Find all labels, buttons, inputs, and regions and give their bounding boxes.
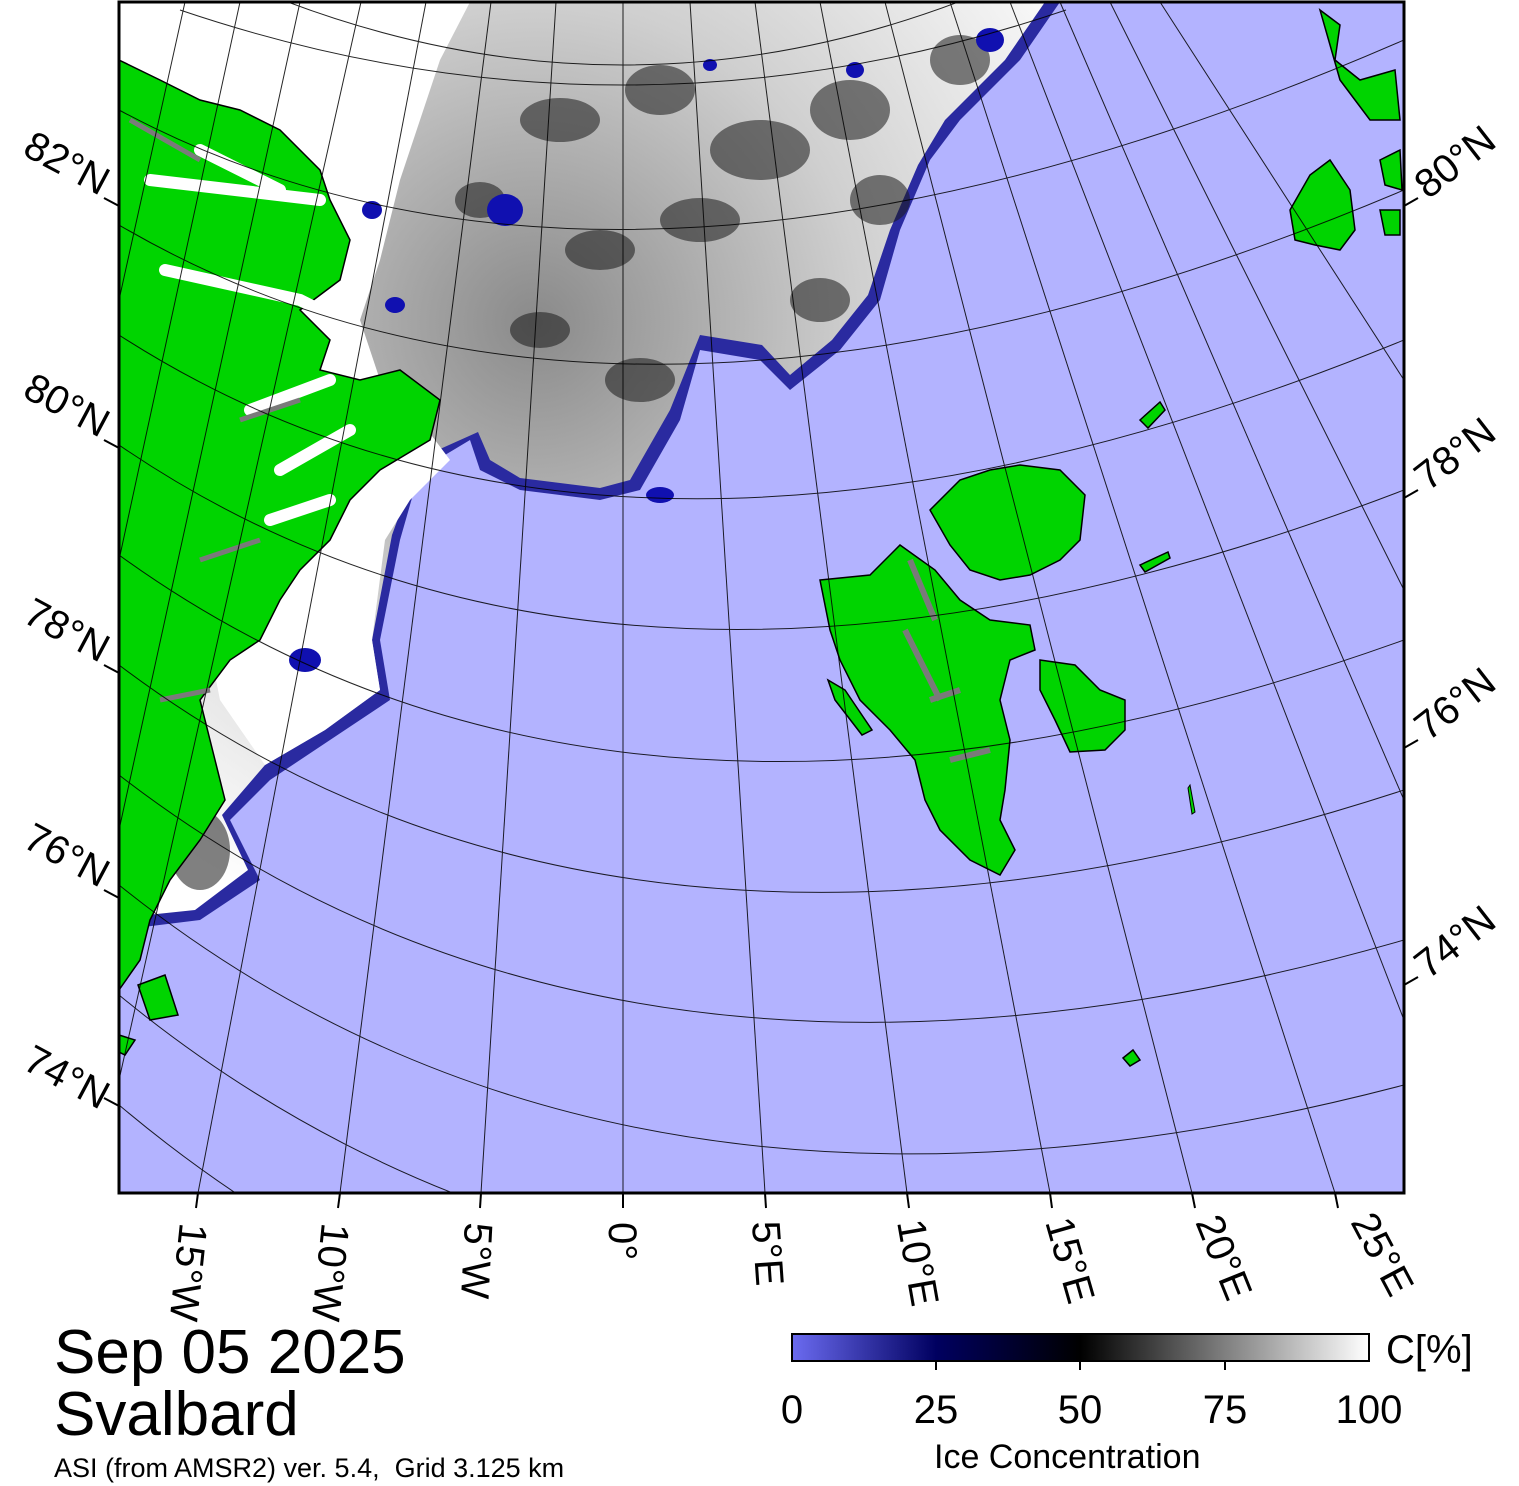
- map-frame: [117, 0, 1406, 1195]
- lon-label: 5°E: [743, 1220, 791, 1288]
- greenland-fjords: [144, 144, 356, 526]
- source-label: ASI (from AMSR2) ver. 5.4, Grid 3.125 km: [54, 1453, 565, 1483]
- tick-marks: [103, 197, 1419, 1209]
- lat-label-left: 82°N: [17, 123, 117, 204]
- colorbar-tick-label: 50: [1057, 1388, 1103, 1432]
- lon-label: 10°E: [888, 1216, 946, 1309]
- lat-label-left: 76°N: [17, 815, 117, 896]
- lat-label-right: 80°N: [1406, 117, 1504, 207]
- colorbar-tick-label: 100: [1335, 1388, 1403, 1432]
- date-label: Sep 05 2025: [54, 1318, 406, 1387]
- hopen: [1187, 783, 1196, 815]
- lon-label: 10°W: [303, 1221, 357, 1324]
- lat-label-left: 80°N: [17, 365, 117, 446]
- region-label: Svalbard: [54, 1380, 299, 1449]
- lon-label: 15°W: [161, 1221, 215, 1324]
- lon-label: 15°E: [1036, 1212, 1102, 1308]
- greenland-glaciers: [128, 117, 301, 703]
- colorbar-gradient: [791, 1333, 1370, 1362]
- colorbar-tick-label: 75: [1202, 1388, 1248, 1432]
- lon-label: 20°E: [1187, 1209, 1260, 1306]
- graticule: [119, 2, 1404, 1193]
- ice-texture: [160, 35, 990, 890]
- lat-labels-left: 82°N 80°N 78°N 76°N 74°N: [17, 123, 117, 1118]
- lat-label-right: 76°N: [1406, 659, 1504, 749]
- lat-label-left: 78°N: [17, 590, 117, 671]
- colorbar: [791, 1333, 1370, 1370]
- colorbar-title: Ice Concentration: [934, 1438, 1201, 1476]
- colorbar-unit: C[%]: [1386, 1328, 1473, 1372]
- lon-label: 5°W: [452, 1222, 500, 1300]
- bjornoya: [1121, 1048, 1142, 1067]
- lat-label-left: 74°N: [17, 1037, 117, 1118]
- lat-label-right: 74°N: [1406, 897, 1504, 987]
- lon-label: 0°: [600, 1222, 644, 1260]
- lon-labels: 15°W 10°W 5°W 0° 5°E 10°E 15°E 20°E 25°E: [161, 1206, 1422, 1324]
- kong-karls-land: [1138, 550, 1171, 573]
- lon-label: 25°E: [1342, 1206, 1422, 1304]
- colorbar-tick-label: 0: [780, 1388, 804, 1432]
- spitsbergen-glaciers: [902, 558, 991, 763]
- lat-labels-right: 80°N 78°N 76°N 74°N: [1406, 117, 1504, 987]
- colorbar-tick-label: 25: [913, 1388, 959, 1432]
- nordaustlandet: [929, 464, 1086, 581]
- lat-label-right: 78°N: [1406, 409, 1504, 499]
- spitsbergen: [819, 544, 1036, 876]
- low-ice-patches: [289, 28, 1004, 672]
- kvitoya: [1138, 400, 1166, 430]
- franz-josef-land: [1289, 8, 1403, 251]
- edgeoya: [1039, 659, 1126, 753]
